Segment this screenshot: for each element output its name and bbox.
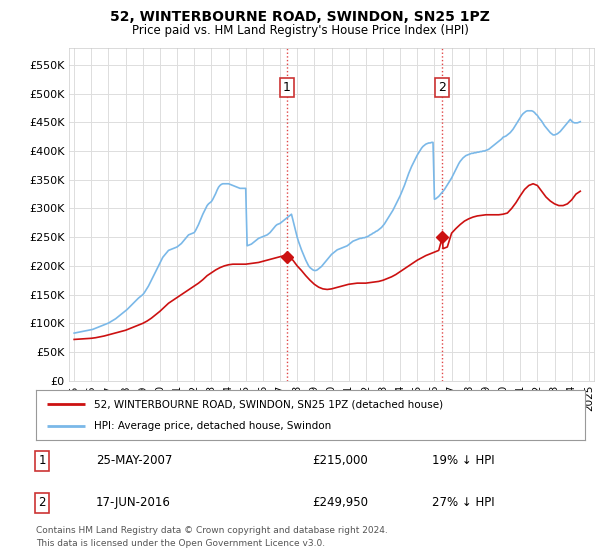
Text: 2: 2 — [439, 81, 446, 94]
Text: £249,950: £249,950 — [312, 496, 368, 510]
Text: 2: 2 — [38, 496, 46, 510]
Text: 27% ↓ HPI: 27% ↓ HPI — [432, 496, 494, 510]
Text: 52, WINTERBOURNE ROAD, SWINDON, SN25 1PZ (detached house): 52, WINTERBOURNE ROAD, SWINDON, SN25 1PZ… — [94, 399, 443, 409]
Text: 17-JUN-2016: 17-JUN-2016 — [96, 496, 171, 510]
Text: Contains HM Land Registry data © Crown copyright and database right 2024.
This d: Contains HM Land Registry data © Crown c… — [36, 526, 388, 548]
Text: 52, WINTERBOURNE ROAD, SWINDON, SN25 1PZ: 52, WINTERBOURNE ROAD, SWINDON, SN25 1PZ — [110, 10, 490, 24]
Text: 19% ↓ HPI: 19% ↓ HPI — [432, 454, 494, 468]
Text: £215,000: £215,000 — [312, 454, 368, 468]
Text: Price paid vs. HM Land Registry's House Price Index (HPI): Price paid vs. HM Land Registry's House … — [131, 24, 469, 36]
Text: 1: 1 — [38, 454, 46, 468]
Text: 1: 1 — [283, 81, 290, 94]
Text: 25-MAY-2007: 25-MAY-2007 — [96, 454, 172, 468]
Text: HPI: Average price, detached house, Swindon: HPI: Average price, detached house, Swin… — [94, 421, 331, 431]
